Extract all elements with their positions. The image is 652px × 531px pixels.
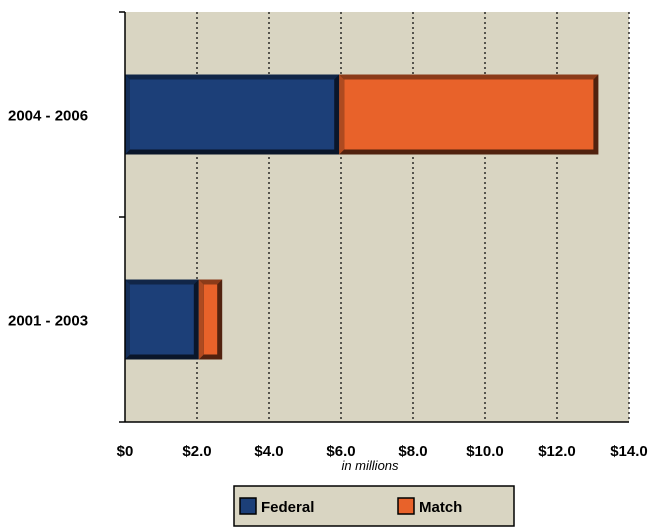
legend-box xyxy=(233,485,515,527)
bar-bevel xyxy=(125,279,199,285)
x-tick-label: $12.0 xyxy=(538,443,576,460)
x-tick-label: $4.0 xyxy=(254,443,283,460)
grid-lines xyxy=(196,12,630,422)
bar-bevel xyxy=(125,74,130,155)
legend: Federal Match xyxy=(233,485,515,527)
legend-label-match: Match xyxy=(419,499,462,516)
x-tick-label: $2.0 xyxy=(182,443,211,460)
x-axis-title: in millions xyxy=(341,458,399,473)
x-tick-label: $0 xyxy=(117,443,134,460)
bar-bevel xyxy=(339,74,345,155)
bars xyxy=(125,74,599,360)
x-tick-label: $8.0 xyxy=(398,443,427,460)
bar-segment-federal xyxy=(130,79,335,150)
bar-bevel xyxy=(125,279,130,360)
bar-bevel xyxy=(198,279,223,285)
bar-bevel xyxy=(125,74,340,80)
x-tick-label: $6.0 xyxy=(326,443,355,460)
x-axis-tick-labels: $0 $2.0 $4.0 $6.0 $8.0 $10.0 $12.0 $14.0 xyxy=(117,443,648,460)
plot-area xyxy=(125,12,629,422)
y-category-label: 2004 - 2006 xyxy=(8,108,88,125)
y-axis-labels: 2004 - 2006 2001 - 2003 xyxy=(8,108,88,330)
legend-swatch-federal xyxy=(239,497,257,515)
y-axis-ticks xyxy=(119,11,125,423)
y-category-label: 2001 - 2003 xyxy=(8,313,88,330)
bar-segment-match xyxy=(344,79,594,150)
x-tick-label: $14.0 xyxy=(610,443,648,460)
bar-segment-federal xyxy=(130,284,194,355)
bar-bevel xyxy=(339,74,599,80)
legend-label-federal: Federal xyxy=(261,499,314,516)
bar-bevel xyxy=(198,279,204,360)
legend-swatch-match xyxy=(397,497,415,515)
x-tick-label: $10.0 xyxy=(466,443,504,460)
bar-segment-match xyxy=(203,284,218,355)
